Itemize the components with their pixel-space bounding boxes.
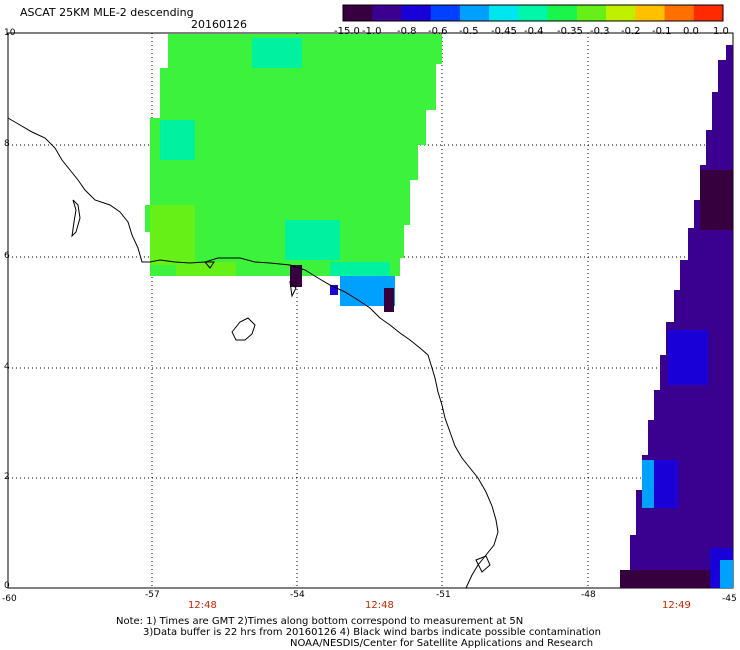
- scatterometer-swath-east: [620, 45, 733, 588]
- swath-patch: [150, 205, 195, 265]
- note-line: Note: 1) Times are GMT 2)Times along bot…: [116, 616, 524, 627]
- x-tick-label: -45: [722, 594, 737, 604]
- map-date: 20160126: [191, 18, 247, 31]
- colorbar-label: -15.0: [334, 26, 360, 37]
- time-label: 12:49: [662, 600, 691, 611]
- swath-patch: [620, 570, 733, 588]
- x-tick-label: -51: [436, 590, 451, 600]
- x-tick-label: -54: [290, 590, 305, 600]
- colorbar-label: -0.6: [428, 26, 448, 37]
- colorbar-label: -0.35: [557, 26, 583, 37]
- colorbar-label: -0.45: [491, 26, 517, 37]
- y-tick-label: 0: [4, 581, 10, 591]
- colorbar-label: 0.0: [683, 26, 699, 37]
- y-tick-label: 10: [4, 28, 16, 38]
- colorbar-label: 1.0: [713, 26, 729, 37]
- colorbar-swatch: [343, 5, 373, 21]
- coastline: [7, 117, 499, 589]
- y-tick-label: 4: [4, 362, 10, 372]
- x-tick-label: -60: [2, 594, 17, 604]
- swath-patch: [252, 38, 302, 68]
- swath-patch: [654, 460, 678, 508]
- y-tick-label: 6: [4, 251, 10, 261]
- x-tick-label: -57: [145, 590, 160, 600]
- colorbar-swatch: [518, 5, 549, 21]
- swath-patch: [384, 288, 394, 312]
- colorbar-label: -0.2: [621, 26, 641, 37]
- colorbar-swatch: [430, 5, 461, 21]
- colorbar-swatch: [489, 5, 519, 21]
- swath-patch: [285, 220, 340, 260]
- y-tick-label: 8: [4, 139, 10, 149]
- time-label: 12:48: [365, 600, 394, 611]
- swath-patch: [700, 170, 733, 230]
- swath-patch: [642, 460, 654, 508]
- colorbar-label: -0.3: [590, 26, 610, 37]
- colorbar-swatch: [693, 5, 724, 21]
- swath-patch: [330, 285, 338, 295]
- swath-patch: [290, 265, 302, 287]
- swath-patch: [160, 120, 195, 160]
- colorbar-border: [342, 4, 724, 22]
- x-tick-label: -48: [581, 590, 596, 600]
- colorbar-swatch: [401, 5, 432, 21]
- note-line: NOAA/NESDIS/Center for Satellite Applica…: [290, 638, 594, 649]
- colorbar-label: -0.8: [397, 26, 417, 37]
- map-title: ASCAT 25KM MLE-2 descending: [20, 6, 194, 19]
- colorbar-swatch: [459, 5, 490, 21]
- colorbar-swatch: [576, 5, 607, 21]
- swath-patch: [176, 262, 236, 276]
- colorbar-label: -0.5: [459, 26, 479, 37]
- colorbar-label: -0.4: [524, 26, 544, 37]
- swath-patch: [330, 262, 390, 276]
- swath-patch: [720, 560, 733, 588]
- y-tick-label: 2: [4, 472, 10, 482]
- scatterometer-swath-west: [145, 34, 442, 312]
- colorbar-label: -0.1: [652, 26, 672, 37]
- colorbar-swatch: [664, 5, 695, 21]
- time-label: 12:48: [188, 600, 217, 611]
- swath-patch: [668, 330, 708, 385]
- colorbar-label: -1.0: [362, 26, 382, 37]
- note-line: 3)Data buffer is 22 hrs from 20160126 4)…: [143, 627, 601, 638]
- colorbar-swatch: [606, 5, 636, 21]
- colorbar: [342, 4, 724, 22]
- colorbar-swatch: [635, 5, 666, 21]
- colorbar-swatch: [547, 5, 578, 21]
- colorbar-swatch: [372, 5, 402, 21]
